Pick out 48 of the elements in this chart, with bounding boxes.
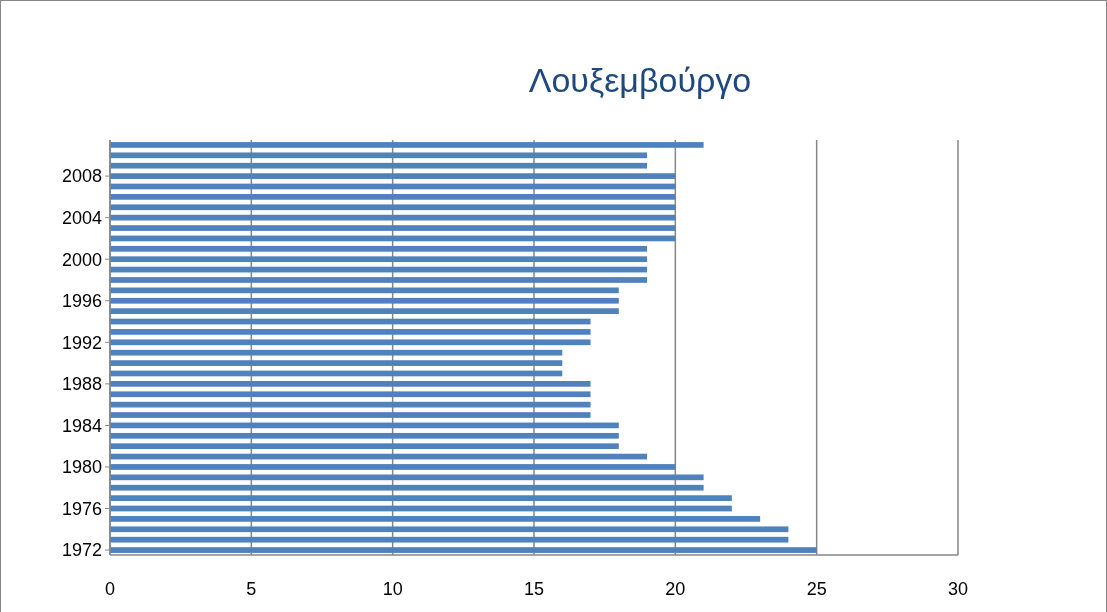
bar: [110, 142, 704, 148]
bar: [110, 225, 676, 231]
bar: [110, 474, 704, 481]
x-tick-label: 30: [947, 579, 969, 599]
bar: [110, 536, 789, 543]
x-tick-label: 0: [104, 579, 116, 599]
bar: [110, 297, 619, 304]
x-tick-label: 10: [382, 579, 403, 599]
y-tick-label: 1996: [61, 291, 102, 312]
x-tick-label: 15: [523, 579, 545, 599]
bar: [110, 391, 591, 398]
x-tick-label: 5: [246, 579, 257, 599]
y-tick-label: 1980: [61, 457, 102, 478]
bar: [110, 308, 619, 314]
bar: [110, 360, 563, 366]
y-tick-label: 1976: [61, 498, 102, 519]
x-tick-label: 25: [806, 579, 827, 599]
y-tick-label: 1972: [61, 540, 102, 561]
bar: [110, 547, 817, 553]
y-tick-label: 1992: [61, 332, 102, 353]
bar: [110, 329, 591, 335]
bar: [110, 349, 563, 356]
bar: [110, 443, 619, 450]
bar: [110, 464, 676, 470]
chart-title: Λουξεμβούργο: [528, 61, 752, 99]
bar: [110, 412, 591, 418]
bar: [110, 152, 648, 159]
x-tick-label: 20: [665, 579, 686, 599]
bar: [110, 256, 648, 263]
bar: [110, 381, 591, 387]
bar: [110, 173, 676, 179]
bar: [110, 245, 648, 252]
bar: [110, 277, 648, 283]
y-tick-label: 1984: [61, 415, 102, 436]
y-tick-label: 2000: [61, 249, 102, 270]
y-tick-label: 2008: [61, 166, 102, 187]
bar: [110, 204, 676, 211]
bar: [110, 214, 676, 221]
bar: [110, 194, 676, 200]
y-tick-label: 1988: [61, 374, 102, 395]
bar: [110, 432, 619, 439]
bar: [110, 339, 591, 346]
bar: [110, 495, 732, 501]
bar: [110, 526, 789, 533]
y-tick-label: 2004: [61, 207, 102, 228]
bar: [110, 516, 761, 522]
bar: [110, 162, 648, 169]
bar: [110, 484, 704, 491]
